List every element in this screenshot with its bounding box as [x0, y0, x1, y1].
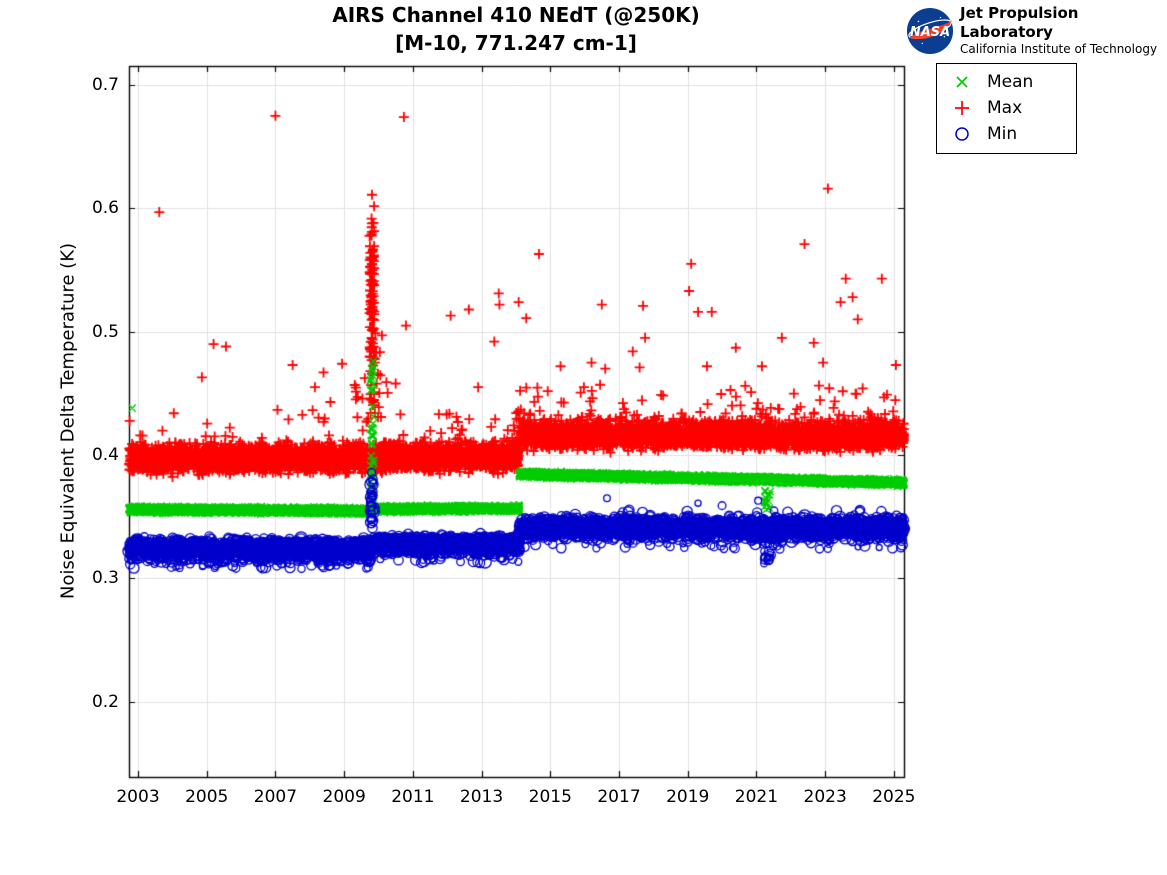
mean-marker-icon: [956, 76, 968, 88]
min-marker-icon: [955, 127, 969, 141]
legend-item-max: Max: [937, 95, 1076, 121]
y-tick-label: 0.3: [91, 568, 119, 589]
x-tick-label: 2011: [391, 787, 435, 807]
x-tick-label: 2013: [459, 787, 504, 807]
x-tick-label: 2019: [666, 787, 710, 807]
legend-label-max: Max: [987, 98, 1023, 118]
legend-item-mean: Mean: [937, 69, 1076, 95]
chart-subtitle: [M-10, 771.247 cm-1]: [395, 31, 637, 55]
jpl-org-sub: California Institute of Technology: [960, 41, 1158, 56]
y-tick-label: 0.4: [91, 445, 119, 466]
x-tick-label: 2005: [185, 787, 229, 807]
x-tick-label: 2023: [803, 787, 847, 807]
y-tick-label: 0.2: [91, 691, 119, 712]
legend-label-min: Min: [987, 124, 1018, 144]
legend: Mean Max Min: [936, 63, 1077, 154]
x-tick-label: 2021: [734, 787, 779, 807]
y-tick-label: 0.5: [91, 321, 119, 342]
legend-item-min: Min: [937, 121, 1076, 147]
x-tick-label: 2003: [116, 787, 160, 807]
y-axis-label: Noise Equivalent Delta Temperature (K): [57, 242, 79, 600]
jpl-logo: NASA Jet Propulsion Laboratory Californi…: [906, 4, 1167, 57]
nasa-wordmark: NASA: [910, 24, 950, 39]
legend-label-mean: Mean: [987, 72, 1034, 92]
nasa-logo-icon: NASA: [906, 7, 954, 54]
x-tick-label: 2009: [322, 787, 366, 807]
x-tick-label: 2015: [528, 787, 572, 807]
x-tick-label: 2007: [253, 787, 298, 807]
y-tick-label: 0.6: [91, 198, 119, 219]
chart-title: AIRS Channel 410 NEdT (@250K): [332, 3, 700, 27]
y-tick-label: 0.7: [91, 74, 119, 95]
jpl-logo-text: Jet Propulsion Laboratory California Ins…: [960, 4, 1167, 57]
x-tick-label: 2025: [872, 787, 916, 807]
max-marker-icon: [955, 101, 969, 115]
x-tick-label: 2017: [597, 787, 641, 807]
jpl-org-name: Jet Propulsion Laboratory: [960, 4, 1079, 41]
